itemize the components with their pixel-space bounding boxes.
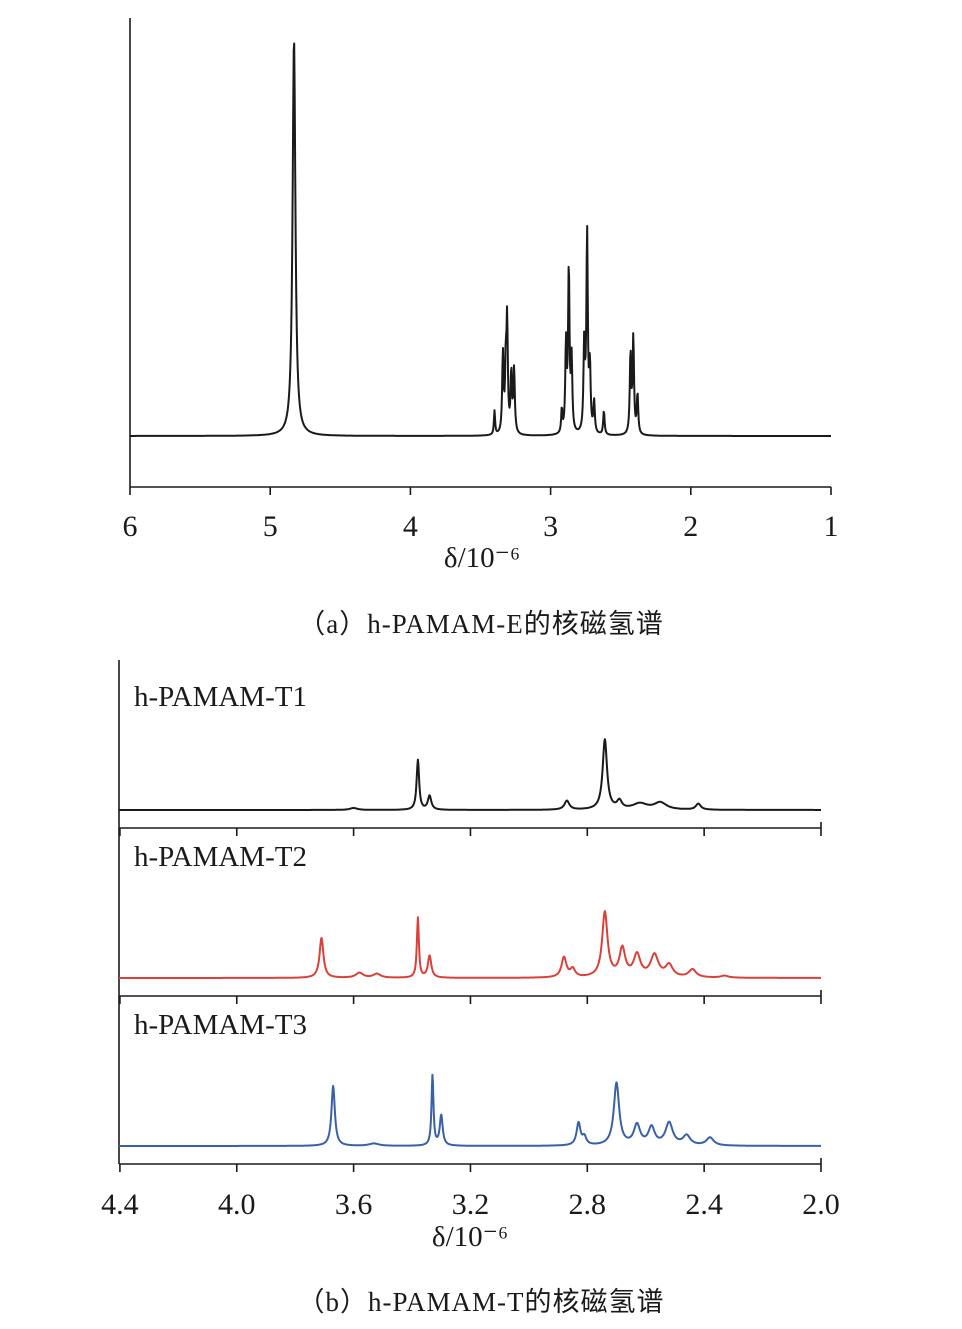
- panel-a-x-tick-label: 2: [683, 510, 698, 543]
- panel-a-series-line-1: [129, 42, 832, 437]
- panel-a-caption: （a）h-PAMAM-E的核磁氢谱: [298, 609, 664, 639]
- panel-b-x-tick-label: 4.0: [218, 1188, 256, 1221]
- panel-b-series-line-2: [118, 910, 822, 979]
- series-label-t3: h-PAMAM-T3: [134, 1009, 307, 1041]
- panel-b-series-line-3: [118, 1073, 822, 1147]
- panel-a-ticks: 6 5 4 3 2 1: [123, 487, 839, 543]
- panel-b-x-tick-label: 2.8: [569, 1188, 607, 1221]
- panel-a-x-tick-label: 4: [403, 510, 418, 543]
- panel-b-x-tick-label: 4.4: [101, 1188, 139, 1221]
- series-label-t2: h-PAMAM-T2: [134, 841, 307, 873]
- panel-b-spectra: [118, 738, 822, 1147]
- panel-b-ticks: 4.4 4.0 3.6 3.2 2.8 2.4 2.0: [101, 828, 840, 1221]
- panel-a-x-tick-label: 3: [543, 510, 558, 543]
- panel-b-x-tick-label: 2.4: [685, 1188, 723, 1221]
- panel-b-series-line-1: [118, 738, 822, 811]
- panel-a-x-tick-label: 6: [123, 510, 138, 543]
- panel-b: 4.4 4.0 3.6 3.2 2.8 2.4 2.0 h-PAMAM-T1 h-PAMAM…: [101, 660, 840, 1317]
- series-label-t1: h-PAMAM-T1: [134, 681, 307, 713]
- panel-a-spectra: [129, 42, 832, 437]
- panel-b-x-axis-label: δ/10⁻⁶: [432, 1221, 508, 1253]
- panel-a-x-axis-label: δ/10⁻⁶: [444, 542, 520, 574]
- panel-b-x-tick-label: 2.0: [802, 1188, 840, 1221]
- panel-b-x-tick-label: 3.6: [335, 1188, 373, 1221]
- panel-b-caption: （b）h-PAMAM-T的核磁氢谱: [297, 1287, 664, 1317]
- panel-b-x-tick-label: 3.2: [452, 1188, 490, 1221]
- panel-a: 6 5 4 3 2 1 δ/10⁻⁶ （a）h-PAMAM-E的核磁氢谱: [123, 18, 839, 639]
- panel-a-x-tick-label: 1: [824, 510, 839, 543]
- panel-a-x-tick-label: 5: [263, 510, 278, 543]
